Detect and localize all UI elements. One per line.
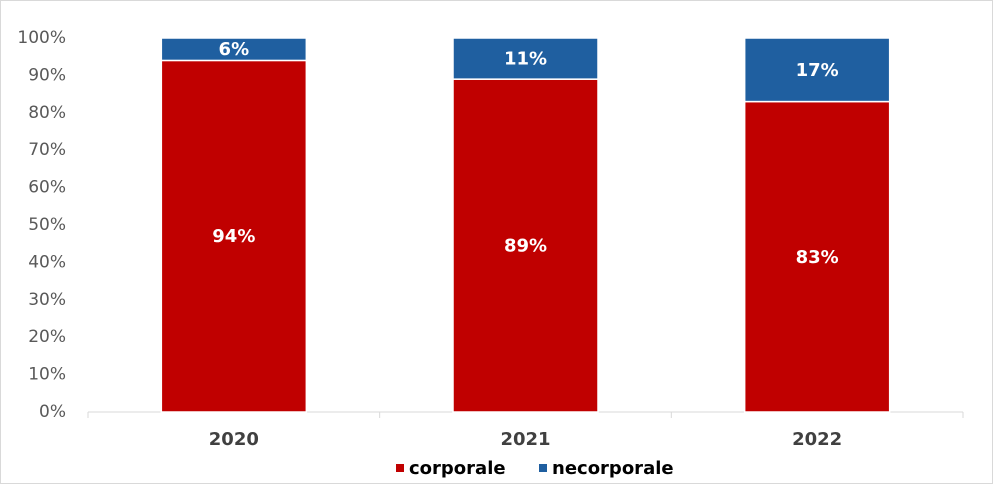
y-tick-label: 60%	[28, 178, 66, 198]
y-tick-label: 20%	[28, 327, 66, 347]
bar-necorporale-2020	[160, 37, 308, 62]
x-category-label: 2022	[792, 429, 842, 450]
bar-corporale-2020	[160, 59, 308, 413]
data-label-corporale-2022: 83%	[796, 247, 839, 268]
y-tick-label: 10%	[28, 365, 66, 385]
y-tick-label: 40%	[28, 252, 66, 272]
y-tick-label: 0%	[39, 402, 66, 422]
data-label-necorporale-2021: 11%	[504, 49, 547, 70]
y-tick-label: 100%	[17, 28, 66, 48]
y-tick-label: 90%	[28, 65, 66, 85]
legend-swatch-necorporale	[539, 464, 547, 472]
data-label-corporale-2021: 89%	[504, 236, 547, 257]
y-tick-label: 80%	[28, 103, 66, 123]
data-label-corporale-2020: 94%	[212, 226, 255, 247]
bar-corporale-2022	[743, 100, 891, 413]
legend-label-necorporale: necorporale	[552, 458, 674, 479]
y-tick-label: 70%	[28, 140, 66, 160]
y-tick-label: 30%	[28, 290, 66, 310]
legend-label-corporale: corporale	[409, 458, 506, 479]
x-category-label: 2021	[500, 429, 550, 450]
bar-necorporale-2022	[743, 37, 891, 103]
bar-necorporale-2021	[452, 37, 599, 80]
legend-swatch-corporale	[396, 464, 404, 472]
x-category-label: 2020	[209, 429, 259, 450]
y-tick-label: 50%	[28, 215, 66, 235]
bar-corporale-2021	[452, 78, 599, 413]
data-label-necorporale-2020: 6%	[219, 39, 250, 60]
data-label-necorporale-2022: 17%	[796, 60, 839, 81]
